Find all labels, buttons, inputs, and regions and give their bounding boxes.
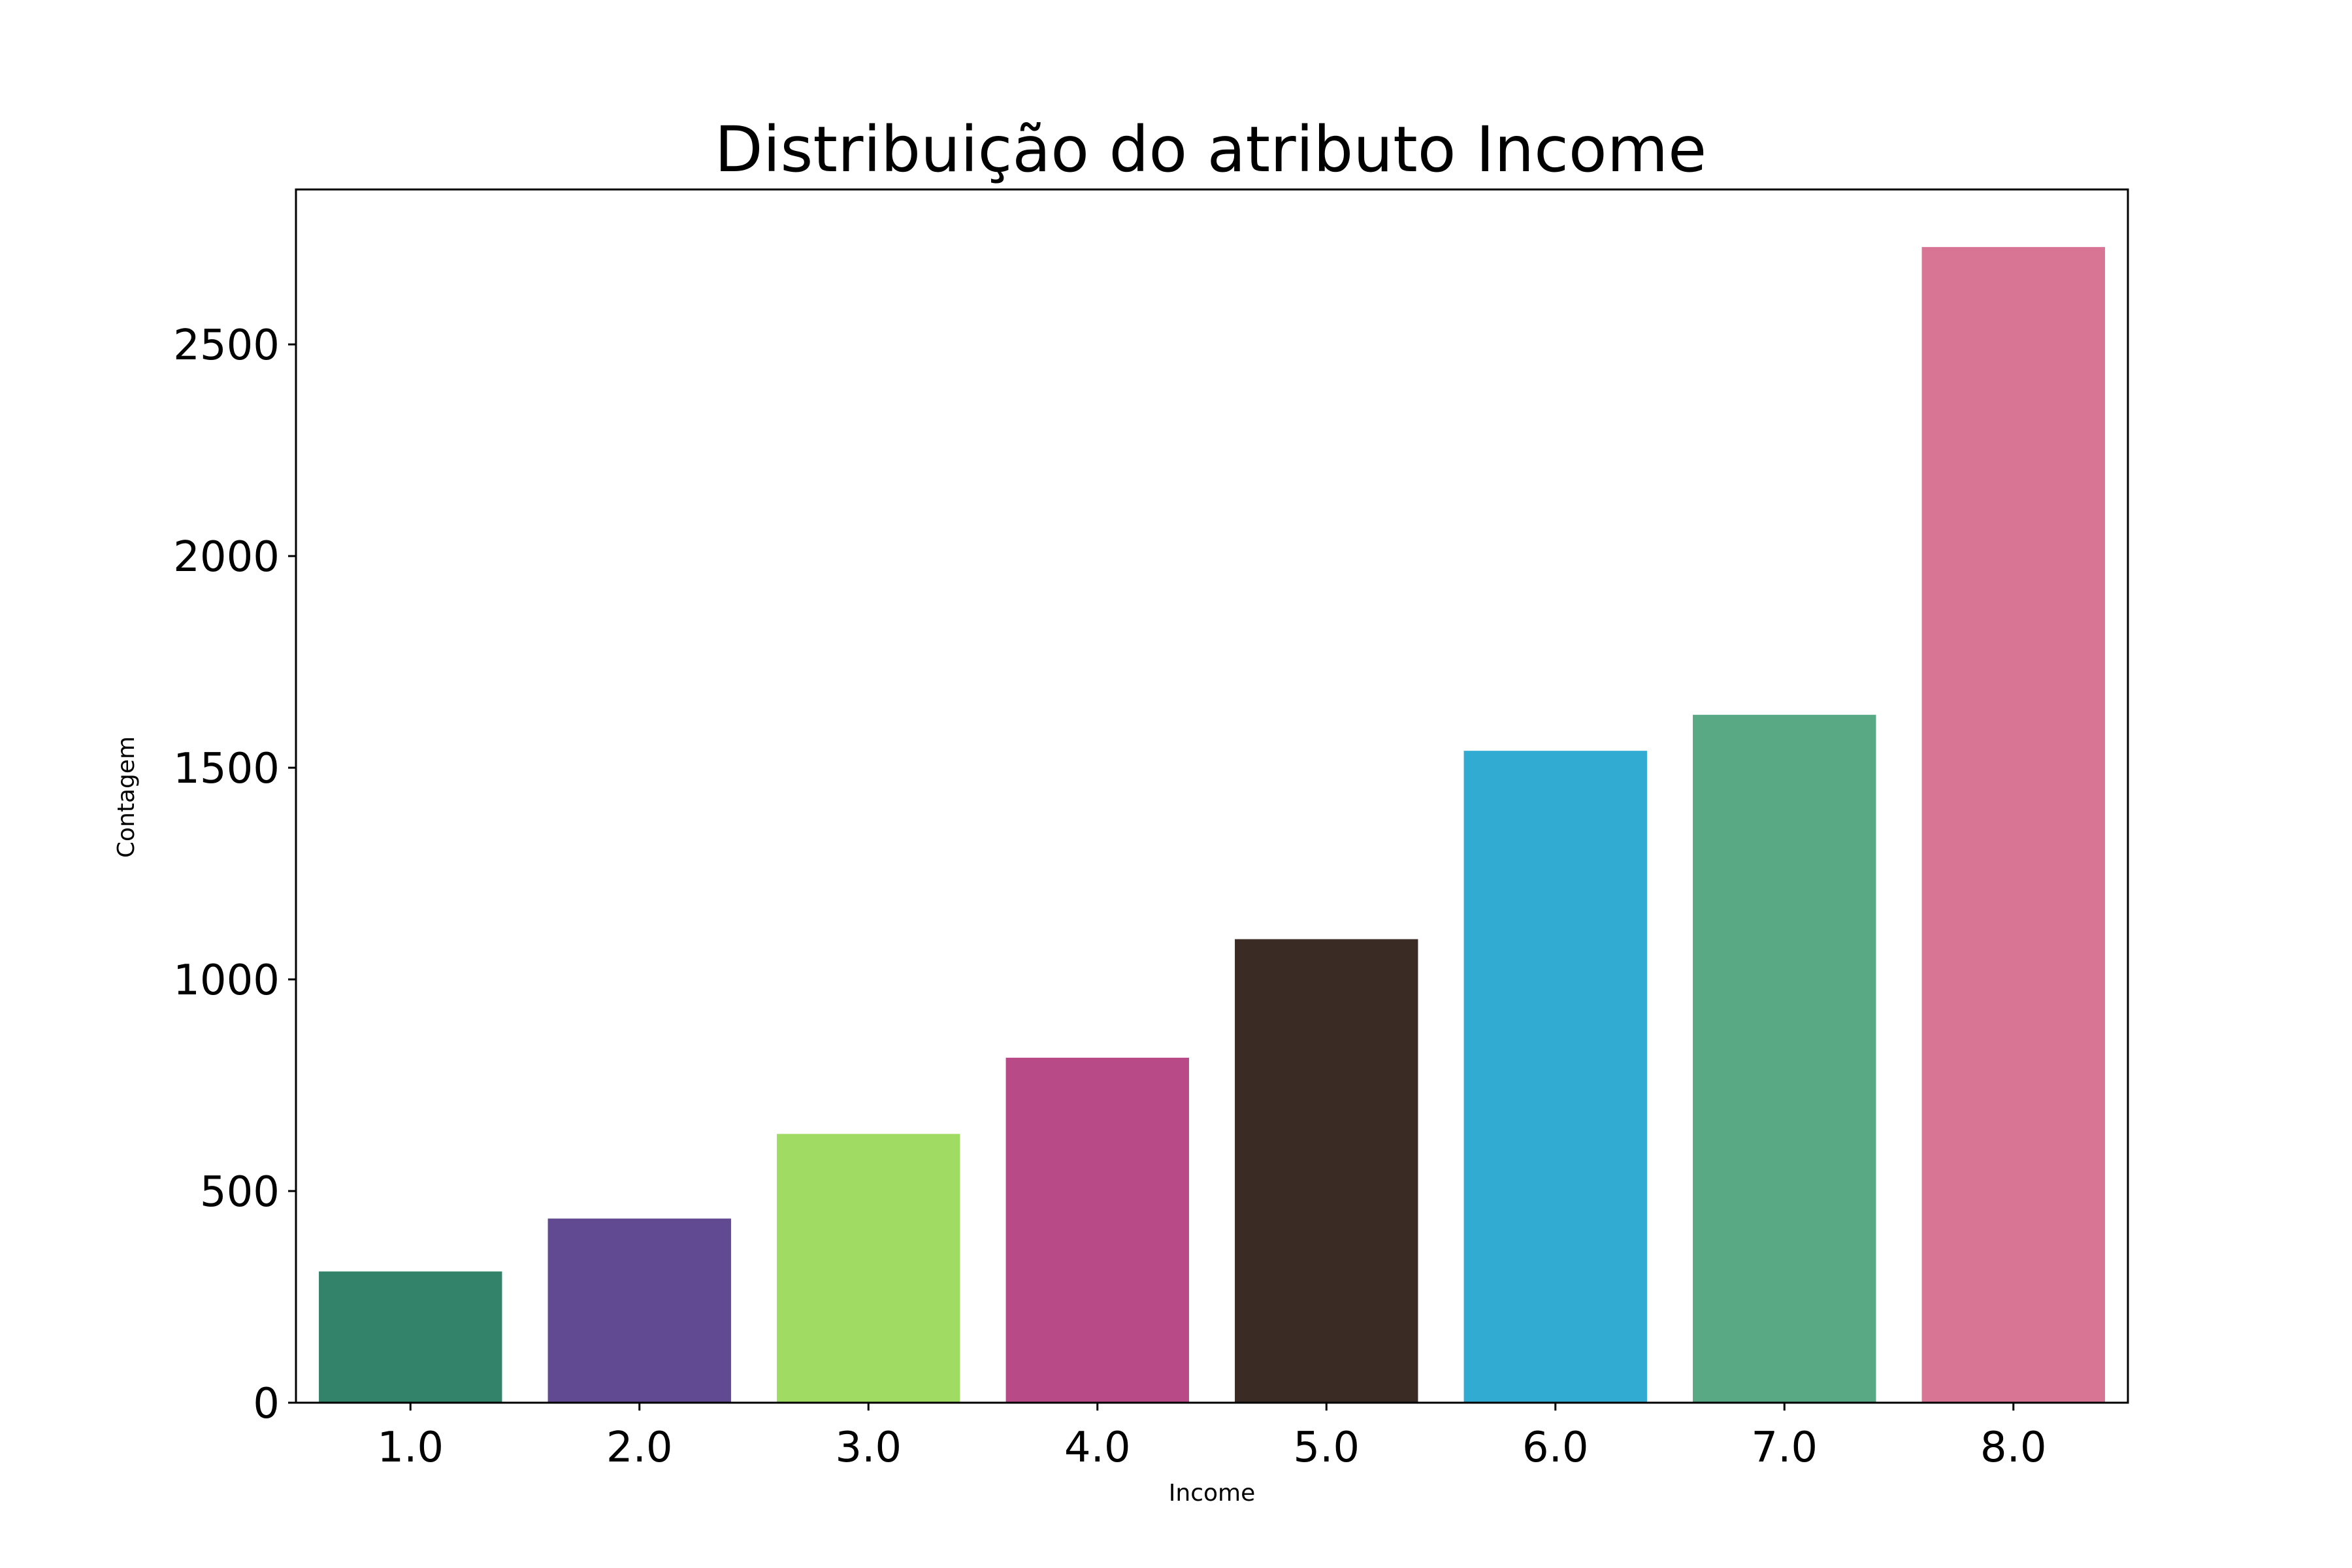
bar-1.0	[319, 1271, 502, 1403]
y-tick-label: 2000	[173, 533, 280, 581]
x-axis: 1.0 2.0 3.0 4.0 5.0 6.0 7.0 8.0	[377, 1403, 2047, 1472]
x-axis-label: Income	[1169, 1480, 1255, 1507]
x-tick-label: 4.0	[1064, 1424, 1131, 1472]
y-tick-label: 1500	[173, 745, 280, 793]
x-tick-label: 1.0	[377, 1424, 444, 1472]
y-tick-label: 0	[253, 1380, 280, 1428]
x-tick-label: 5.0	[1293, 1424, 1360, 1472]
bar-7.0	[1693, 715, 1876, 1403]
plot-frame	[295, 188, 2129, 1404]
y-axis: 0 500 1000 1500 2000 2500	[173, 321, 296, 1428]
y-tick-label: 1000	[173, 956, 280, 1005]
y-axis-label: Contagem	[113, 736, 140, 858]
x-tick-label: 2.0	[606, 1424, 673, 1472]
x-tick-label: 6.0	[1522, 1424, 1589, 1472]
x-tick-label: 3.0	[835, 1424, 902, 1472]
y-tick-label: 500	[200, 1168, 280, 1217]
x-tick-label: 8.0	[1980, 1424, 2047, 1472]
bar-2.0	[547, 1218, 731, 1403]
bars-group	[319, 247, 2105, 1403]
bar-5.0	[1235, 939, 1418, 1403]
x-tick-label: 7.0	[1751, 1424, 1818, 1472]
bar-3.0	[777, 1134, 960, 1403]
bar-4.0	[1005, 1057, 1189, 1403]
bar-8.0	[1921, 247, 2105, 1403]
chart-title: Distribuição do atributo Income	[715, 113, 1707, 186]
bar-6.0	[1463, 751, 1647, 1403]
y-tick-label: 2500	[173, 321, 280, 370]
